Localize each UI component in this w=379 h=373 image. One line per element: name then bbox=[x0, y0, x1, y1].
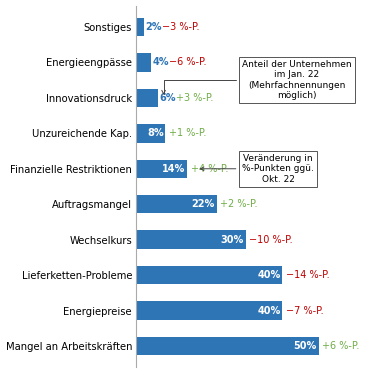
Text: Veränderung in
%-Punkten ggü.
Okt. 22: Veränderung in %-Punkten ggü. Okt. 22 bbox=[200, 154, 314, 184]
Text: +2 %-P.: +2 %-P. bbox=[220, 199, 258, 209]
Text: 50%: 50% bbox=[294, 341, 317, 351]
Text: 14%: 14% bbox=[162, 164, 185, 174]
Text: 6%: 6% bbox=[160, 93, 176, 103]
Bar bbox=[136, 337, 319, 355]
Bar bbox=[136, 88, 158, 107]
Text: −14 %-P.: −14 %-P. bbox=[286, 270, 329, 280]
Text: −10 %-P.: −10 %-P. bbox=[249, 235, 293, 245]
Text: 4%: 4% bbox=[152, 57, 169, 67]
Bar bbox=[136, 160, 187, 178]
Text: 2%: 2% bbox=[145, 22, 161, 32]
Bar bbox=[136, 231, 246, 249]
Bar bbox=[136, 301, 282, 320]
Text: 8%: 8% bbox=[147, 128, 164, 138]
Bar bbox=[136, 195, 216, 213]
Text: −3 %-P.: −3 %-P. bbox=[162, 22, 199, 32]
Bar bbox=[136, 124, 165, 142]
Text: 22%: 22% bbox=[191, 199, 215, 209]
Text: 40%: 40% bbox=[257, 306, 280, 316]
Text: −6 %-P.: −6 %-P. bbox=[169, 57, 207, 67]
Bar bbox=[136, 18, 144, 36]
Text: +1 %-P.: +1 %-P. bbox=[169, 128, 207, 138]
Text: +6 %-P.: +6 %-P. bbox=[323, 341, 360, 351]
Text: 40%: 40% bbox=[257, 270, 280, 280]
Text: +3 %-P.: +3 %-P. bbox=[176, 93, 214, 103]
Text: 30%: 30% bbox=[221, 235, 244, 245]
Text: −7 %-P.: −7 %-P. bbox=[286, 306, 324, 316]
Bar bbox=[136, 53, 151, 72]
Text: Anteil der Unternehmen
im Jan. 22
(Mehrfachnennungen
möglich): Anteil der Unternehmen im Jan. 22 (Mehrf… bbox=[162, 60, 352, 100]
Bar bbox=[136, 266, 282, 285]
Text: +4 %-P.: +4 %-P. bbox=[191, 164, 228, 174]
